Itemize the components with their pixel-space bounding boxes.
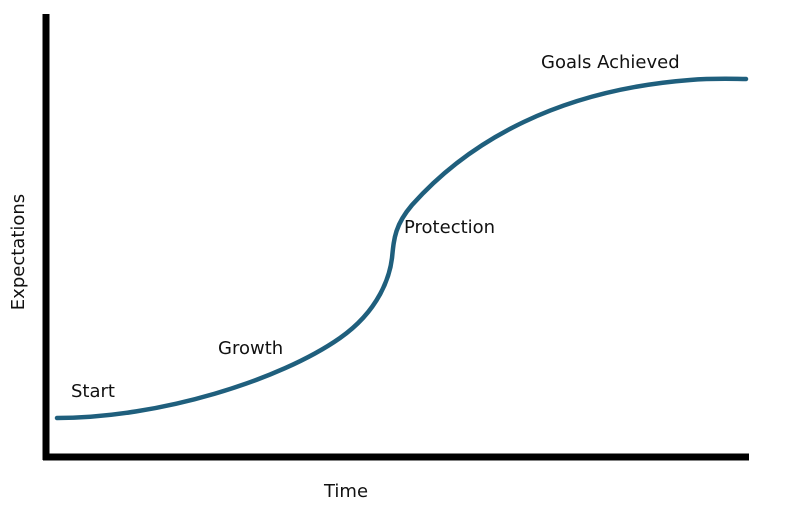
stage-label-protection: Protection	[404, 217, 495, 238]
x-axis-title: Time	[323, 481, 368, 502]
stage-label-start: Start	[71, 381, 115, 402]
y-axis-title: Expectations	[8, 194, 29, 310]
stage-label-growth: Growth	[218, 338, 283, 359]
expectations-curve	[54, 76, 749, 421]
stage-label-goals-achieved: Goals Achieved	[541, 52, 680, 73]
